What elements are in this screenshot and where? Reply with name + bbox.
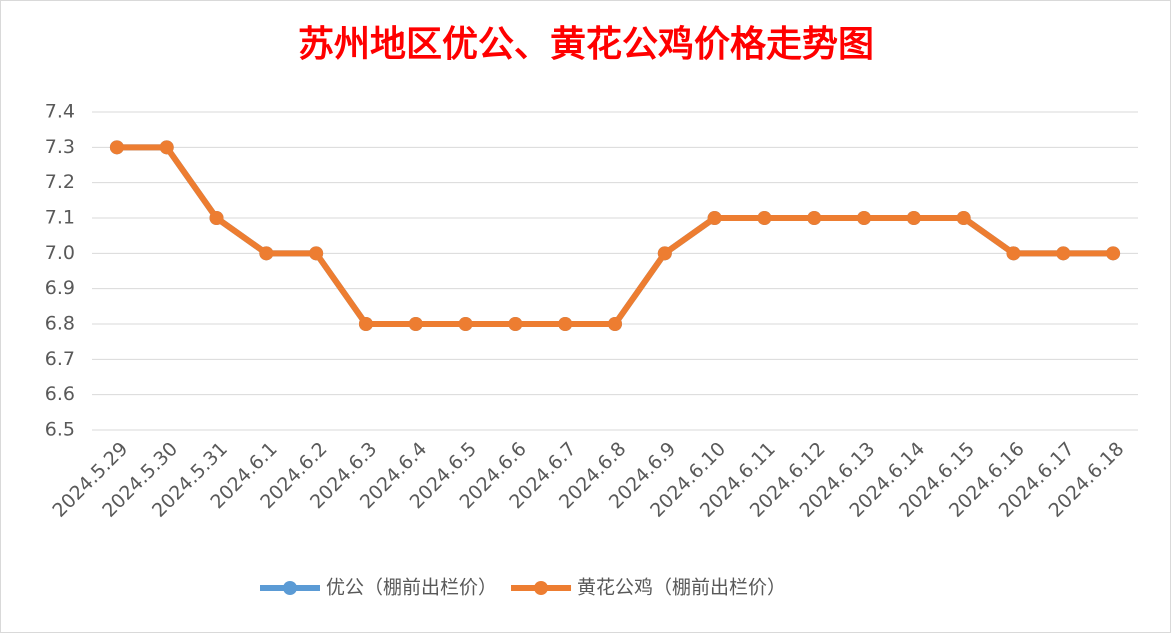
data-point	[707, 211, 722, 225]
data-point	[259, 246, 274, 261]
data-point	[906, 211, 921, 225]
legend-marker	[534, 581, 549, 595]
data-point	[309, 246, 324, 261]
chart-title: 苏州地区优公、黄花公鸡价格走势图	[298, 23, 874, 65]
y-tick-label: 7.2	[45, 171, 75, 193]
data-point	[1006, 246, 1021, 261]
data-point	[508, 317, 523, 331]
data-point	[109, 140, 124, 155]
data-point	[1056, 246, 1071, 261]
legend-label: 优公（棚前出栏价）	[326, 577, 497, 599]
data-point	[358, 317, 373, 331]
data-point	[757, 211, 772, 225]
data-point	[807, 211, 822, 225]
data-point	[558, 317, 573, 331]
y-tick-label: 7.3	[45, 136, 75, 158]
data-point	[209, 211, 224, 225]
data-point	[458, 317, 473, 331]
y-tick-label: 6.9	[45, 277, 75, 299]
y-tick-label: 6.7	[45, 348, 75, 370]
y-tick-label: 6.8	[45, 313, 75, 335]
legend-label: 黄花公鸡（棚前出栏价）	[577, 577, 786, 599]
data-point	[657, 246, 672, 261]
y-tick-label: 6.5	[45, 419, 75, 441]
y-tick-label: 7.1	[45, 207, 75, 229]
data-point	[408, 317, 423, 331]
data-point	[956, 211, 971, 225]
legend-marker	[283, 581, 297, 595]
y-tick-label: 7.0	[45, 242, 75, 264]
y-tick-label: 7.4	[45, 101, 75, 123]
data-point	[1106, 246, 1121, 261]
data-point	[159, 140, 174, 155]
data-point	[608, 317, 622, 331]
y-tick-label: 6.6	[45, 383, 75, 405]
data-point	[857, 211, 872, 225]
